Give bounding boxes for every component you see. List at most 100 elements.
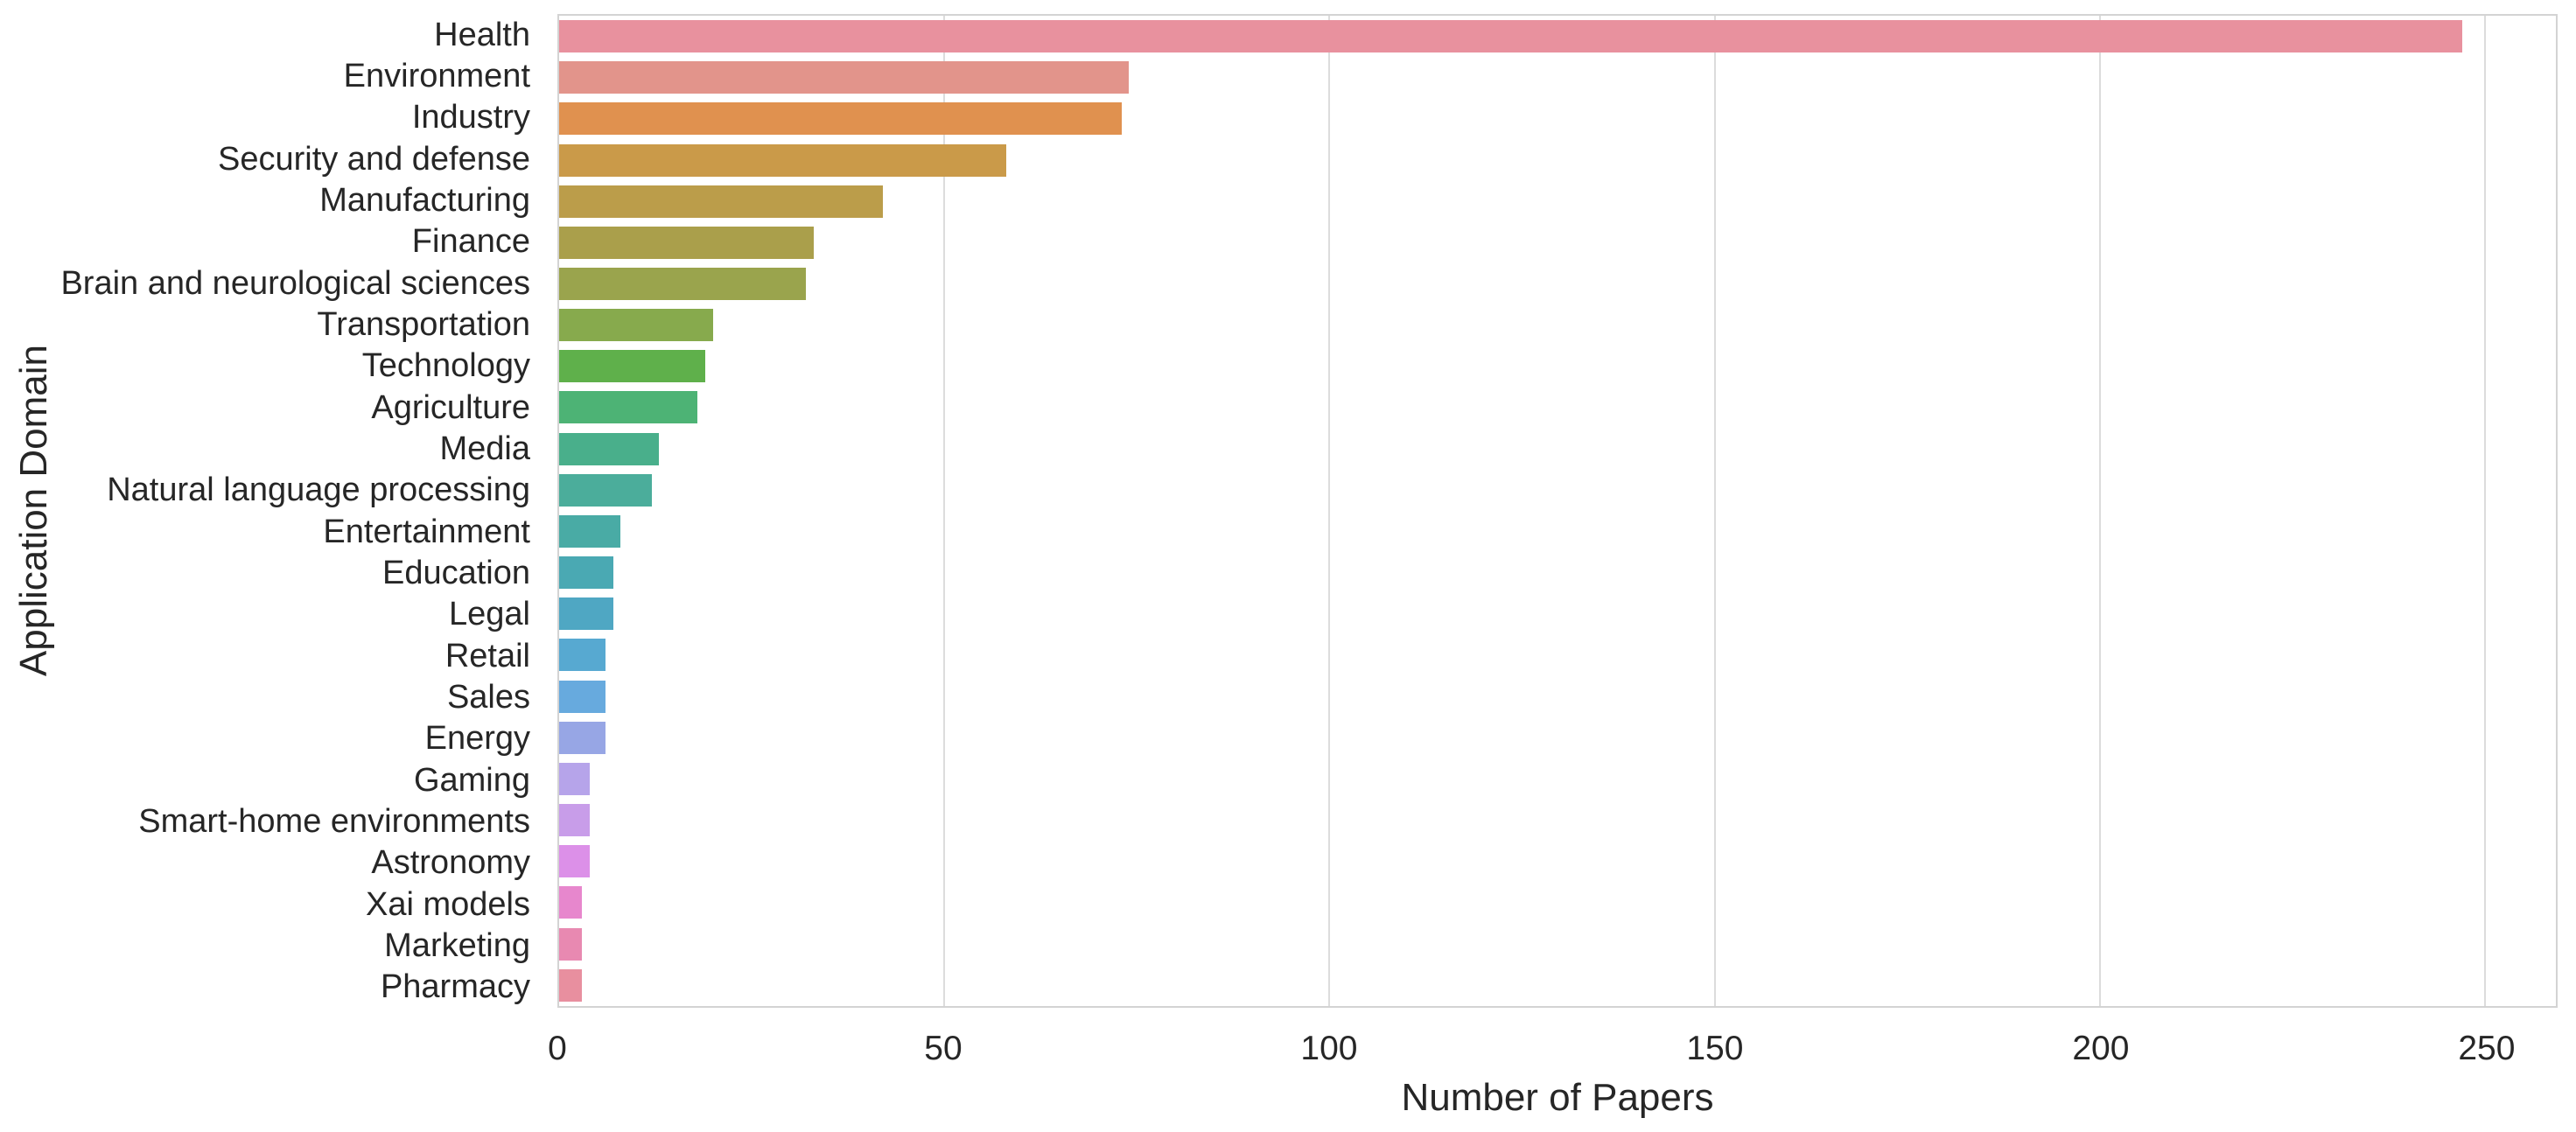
bar-retail xyxy=(559,639,606,672)
bar-entertainment xyxy=(559,514,621,548)
bar-health xyxy=(559,20,2462,53)
gridline-150 xyxy=(1713,16,1716,1006)
gridline-50 xyxy=(943,16,946,1006)
bar-row xyxy=(559,429,2556,470)
gridline-250 xyxy=(2484,16,2486,1006)
bar-marketing xyxy=(559,927,583,961)
y-tick-row: Entertainment xyxy=(0,511,530,552)
y-tick-row: Astronomy xyxy=(0,842,530,884)
bar-row xyxy=(559,800,2556,841)
y-tick-label-environment: Environment xyxy=(343,57,530,94)
bar-row xyxy=(559,717,2556,758)
bar-security-and-defense xyxy=(559,143,1006,177)
bar-row xyxy=(559,222,2556,263)
y-tick-row: Finance xyxy=(0,221,530,262)
y-tick-row: Gaming xyxy=(0,759,530,800)
bar-row xyxy=(559,57,2556,98)
bar-agriculture xyxy=(559,391,698,424)
y-tick-label-agriculture: Agriculture xyxy=(371,388,530,426)
y-tick-label-sales: Sales xyxy=(446,678,530,716)
bar-row xyxy=(559,511,2556,552)
y-tick-label-education: Education xyxy=(382,554,530,591)
bar-xai-models xyxy=(559,886,583,919)
bar-gaming xyxy=(559,762,591,795)
y-tick-label-gaming: Gaming xyxy=(413,761,530,799)
bar-row xyxy=(559,634,2556,675)
y-tick-row: Xai models xyxy=(0,884,530,925)
y-tick-label-industry: Industry xyxy=(411,99,530,136)
bar-pharmacy xyxy=(559,968,583,1002)
bar-environment xyxy=(559,61,1130,94)
y-tick-label-finance: Finance xyxy=(411,223,530,261)
y-tick-label-transportation: Transportation xyxy=(317,305,530,343)
y-tick-label-health: Health xyxy=(434,16,530,53)
y-tick-label-xai-models: Xai models xyxy=(366,885,530,923)
bar-row xyxy=(559,139,2556,180)
bar-education xyxy=(559,556,613,590)
bar-manufacturing xyxy=(559,185,883,218)
y-tick-label-manufacturing: Manufacturing xyxy=(319,181,530,219)
y-tick-row: Security and defense xyxy=(0,138,530,179)
y-tick-row: Manufacturing xyxy=(0,179,530,220)
y-tick-row: Legal xyxy=(0,594,530,635)
y-tick-row: Smart-home environments xyxy=(0,800,530,842)
x-tick-label-50: 50 xyxy=(924,1030,962,1067)
bar-row xyxy=(559,552,2556,593)
x-axis-title: Number of Papers xyxy=(1401,1076,1714,1119)
bar-legal xyxy=(559,597,613,631)
bar-row xyxy=(559,593,2556,634)
y-tick-label-pharmacy: Pharmacy xyxy=(380,968,530,1006)
x-tick-label-150: 150 xyxy=(1686,1030,1744,1067)
y-tick-row: Retail xyxy=(0,635,530,676)
bar-row xyxy=(559,263,2556,304)
bar-media xyxy=(559,432,660,465)
y-tick-row: Health xyxy=(0,14,530,55)
y-tick-label-natural-language-processing: Natural language processing xyxy=(107,472,530,509)
bar-row xyxy=(559,16,2556,57)
gridline-100 xyxy=(1328,16,1331,1006)
gridline-200 xyxy=(2098,16,2101,1006)
y-tick-row: Natural language processing xyxy=(0,470,530,511)
y-tick-row: Sales xyxy=(0,676,530,717)
bar-technology xyxy=(559,350,706,383)
bar-row xyxy=(559,387,2556,428)
bar-row xyxy=(559,882,2556,923)
bars-container xyxy=(559,16,2556,1006)
bar-row xyxy=(559,181,2556,222)
y-tick-label-retail: Retail xyxy=(444,637,530,674)
y-tick-label-media: Media xyxy=(439,430,531,467)
y-tick-label-legal: Legal xyxy=(449,596,530,633)
x-tick-label-0: 0 xyxy=(548,1030,567,1067)
x-tick-labels: 0 50 100 150 200 250 xyxy=(548,1029,2558,1069)
bar-row xyxy=(559,676,2556,717)
y-tick-row: Marketing xyxy=(0,925,530,966)
y-tick-row: Industry xyxy=(0,97,530,138)
y-tick-label-smart-home-environments: Smart-home environments xyxy=(138,802,530,840)
y-tick-row: Transportation xyxy=(0,304,530,345)
bar-row xyxy=(559,965,2556,1006)
bar-brain-and-neurological-sciences xyxy=(559,268,806,301)
bar-natural-language-processing xyxy=(559,473,652,507)
y-tick-label-energy: Energy xyxy=(424,720,530,758)
y-tick-label-technology: Technology xyxy=(361,347,530,385)
bar-row xyxy=(559,304,2556,346)
y-tick-row: Agriculture xyxy=(0,387,530,428)
y-tick-label-security-and-defense: Security and defense xyxy=(217,140,530,178)
y-tick-row: Education xyxy=(0,552,530,593)
y-tick-label-entertainment: Entertainment xyxy=(323,513,530,550)
bar-transportation xyxy=(559,309,714,342)
y-tick-row: Environment xyxy=(0,55,530,96)
bar-industry xyxy=(559,102,1122,136)
bar-row xyxy=(559,470,2556,511)
bar-row xyxy=(559,758,2556,800)
y-tick-row: Energy xyxy=(0,718,530,759)
y-tick-label-astronomy: Astronomy xyxy=(371,844,530,882)
plot-area xyxy=(557,14,2558,1008)
bar-energy xyxy=(559,721,606,754)
bar-row xyxy=(559,346,2556,387)
x-tick-label-100: 100 xyxy=(1300,1030,1358,1067)
bar-smart-home-environments xyxy=(559,804,591,837)
bar-row xyxy=(559,841,2556,882)
bar-astronomy xyxy=(559,845,591,878)
